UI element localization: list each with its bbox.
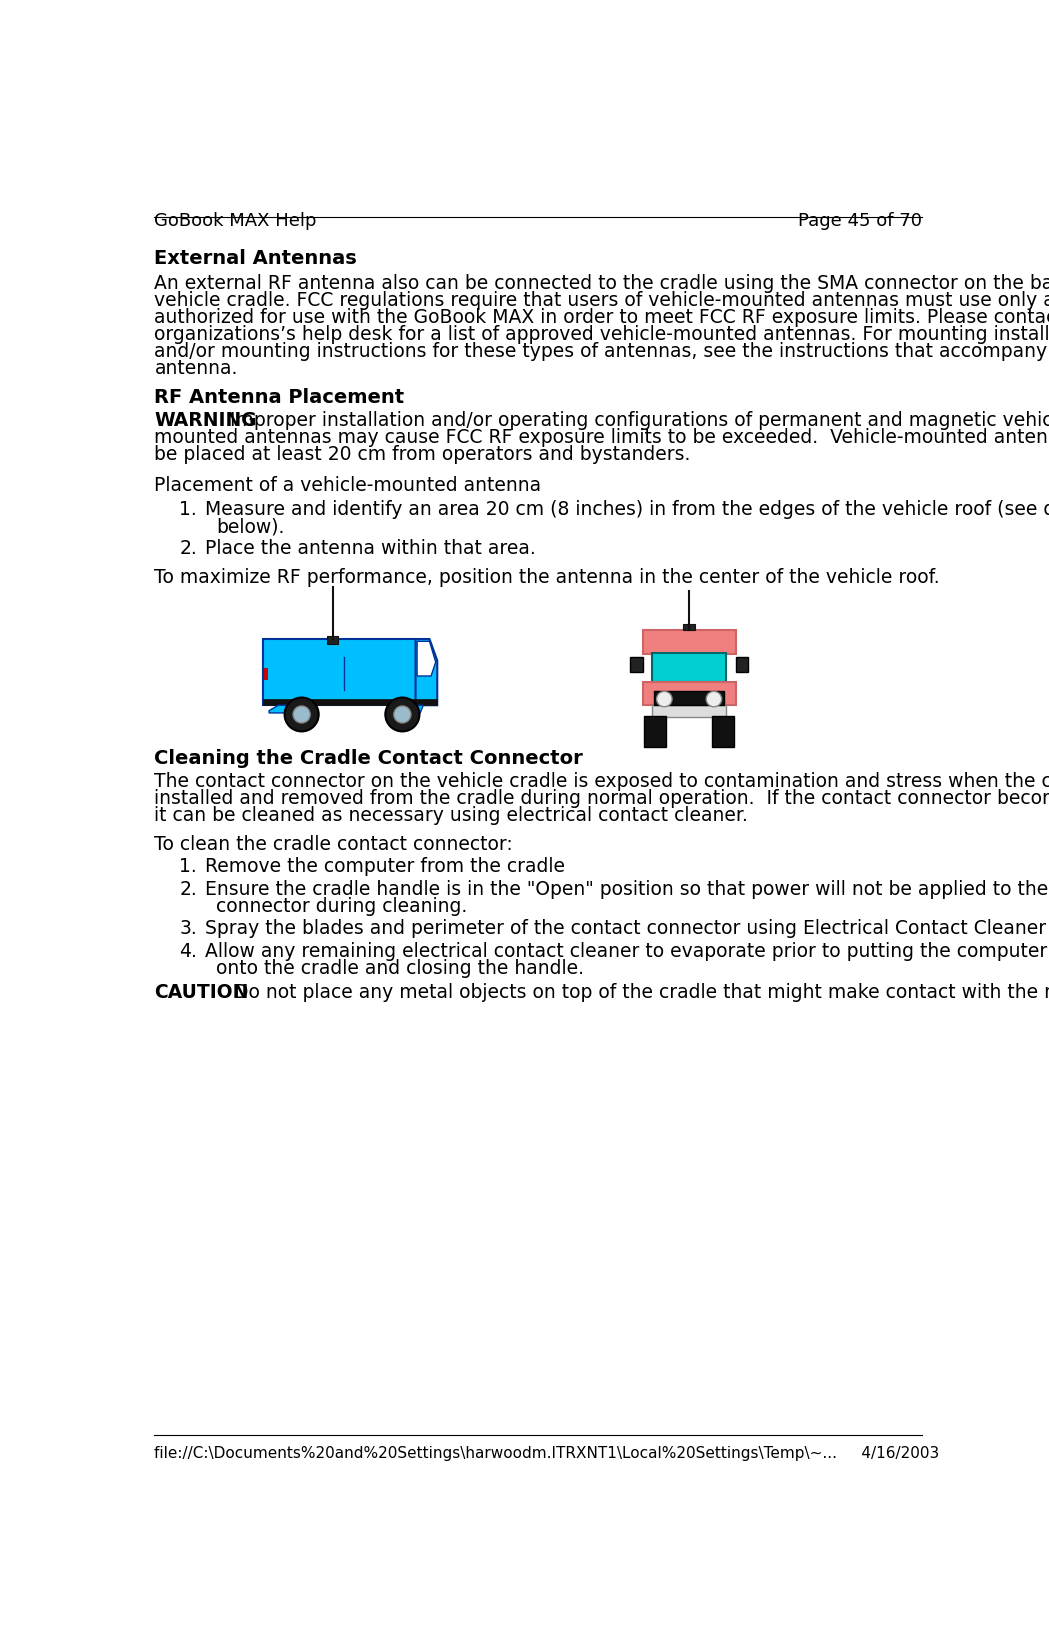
Circle shape: [657, 691, 672, 706]
Text: organizations’s help desk for a list of approved vehicle-mounted antennas. For m: organizations’s help desk for a list of …: [154, 325, 1049, 343]
Bar: [263, 668, 266, 680]
Circle shape: [293, 706, 311, 722]
Polygon shape: [270, 706, 290, 713]
Text: RF Antenna Placement: RF Antenna Placement: [154, 388, 405, 407]
Bar: [327, 635, 338, 644]
Circle shape: [706, 691, 722, 706]
Text: authorized for use with the GoBook MAX in order to meet FCC RF exposure limits. : authorized for use with the GoBook MAX i…: [154, 309, 1049, 327]
Polygon shape: [415, 639, 437, 706]
Text: Improper installation and/or operating configurations of permanent and magnetic : Improper installation and/or operating c…: [218, 410, 1049, 430]
Text: be placed at least 20 cm from operators and bystanders.: be placed at least 20 cm from operators …: [154, 445, 690, 465]
Text: mounted antennas may cause FCC RF exposure limits to be exceeded.  Vehicle-mount: mounted antennas may cause FCC RF exposu…: [154, 429, 1049, 447]
Text: vehicle cradle. FCC regulations require that users of vehicle-mounted antennas m: vehicle cradle. FCC regulations require …: [154, 291, 1049, 310]
Text: 3.: 3.: [179, 918, 197, 938]
Text: 2.: 2.: [179, 539, 197, 558]
Text: To clean the cradle contact connector:: To clean the cradle contact connector:: [154, 836, 513, 854]
Text: Remove the computer from the cradle: Remove the computer from the cradle: [205, 857, 564, 875]
Text: 2.: 2.: [179, 880, 197, 900]
Circle shape: [393, 706, 411, 722]
Bar: [643, 631, 735, 655]
Text: Place the antenna within that area.: Place the antenna within that area.: [205, 539, 535, 558]
Text: connector during cleaning.: connector during cleaning.: [216, 897, 468, 916]
Text: Allow any remaining electrical contact cleaner to evaporate prior to putting the: Allow any remaining electrical contact c…: [205, 941, 1049, 961]
Bar: [644, 716, 666, 747]
Text: 4.: 4.: [179, 941, 197, 961]
Text: and/or mounting instructions for these types of antennas, see the instructions t: and/or mounting instructions for these t…: [154, 342, 1049, 361]
Text: Measure and identify an area 20 cm (8 inches) in from the edges of the vehicle r: Measure and identify an area 20 cm (8 in…: [205, 501, 1049, 519]
Circle shape: [284, 698, 319, 731]
Text: WARNING: WARNING: [154, 410, 257, 430]
Bar: [735, 657, 748, 672]
Polygon shape: [418, 642, 435, 677]
Text: Do not place any metal objects on top of the cradle that might make contact with: Do not place any metal objects on top of…: [216, 984, 1049, 1002]
Bar: [643, 681, 735, 706]
Text: An external RF antenna also can be connected to the cradle using the SMA connect: An external RF antenna also can be conne…: [154, 274, 1049, 292]
Text: Placement of a vehicle-mounted antenna: Placement of a vehicle-mounted antenna: [154, 476, 541, 494]
Text: 1.: 1.: [179, 501, 197, 519]
Polygon shape: [387, 706, 424, 713]
Circle shape: [385, 698, 420, 731]
Text: Page 45 of 70: Page 45 of 70: [797, 212, 922, 230]
Text: it can be cleaned as necessary using electrical contact cleaner.: it can be cleaned as necessary using ele…: [154, 806, 748, 826]
Text: installed and removed from the cradle during normal operation.  If the contact c: installed and removed from the cradle du…: [154, 790, 1049, 808]
Text: To maximize RF performance, position the antenna in the center of the vehicle ro: To maximize RF performance, position the…: [154, 568, 940, 588]
Bar: [651, 706, 726, 718]
Bar: [651, 654, 726, 681]
Text: Cleaning the Cradle Contact Connector: Cleaning the Cradle Contact Connector: [154, 749, 583, 768]
Text: GoBook MAX Help: GoBook MAX Help: [154, 212, 317, 230]
Bar: [263, 699, 437, 706]
Bar: [712, 716, 734, 747]
Text: Ensure the cradle handle is in the "Open" position so that power will not be app: Ensure the cradle handle is in the "Open…: [205, 880, 1049, 900]
Bar: [655, 691, 724, 706]
Text: Spray the blades and perimeter of the contact connector using Electrical Contact: Spray the blades and perimeter of the co…: [205, 918, 1046, 938]
Text: The contact connector on the vehicle cradle is exposed to contamination and stre: The contact connector on the vehicle cra…: [154, 772, 1049, 791]
Bar: [630, 657, 643, 672]
Polygon shape: [263, 639, 415, 706]
Bar: [683, 624, 695, 631]
Text: below).: below).: [216, 517, 284, 537]
Text: onto the cradle and closing the handle.: onto the cradle and closing the handle.: [216, 959, 584, 977]
Text: External Antennas: External Antennas: [154, 250, 357, 268]
Text: 1.: 1.: [179, 857, 197, 875]
Text: CAUTION: CAUTION: [154, 984, 249, 1002]
Text: antenna.: antenna.: [154, 358, 238, 378]
Text: file://C:\Documents%20and%20Settings\harwoodm.ITRXNT1\Local%20Settings\Temp\~...: file://C:\Documents%20and%20Settings\har…: [154, 1447, 940, 1461]
